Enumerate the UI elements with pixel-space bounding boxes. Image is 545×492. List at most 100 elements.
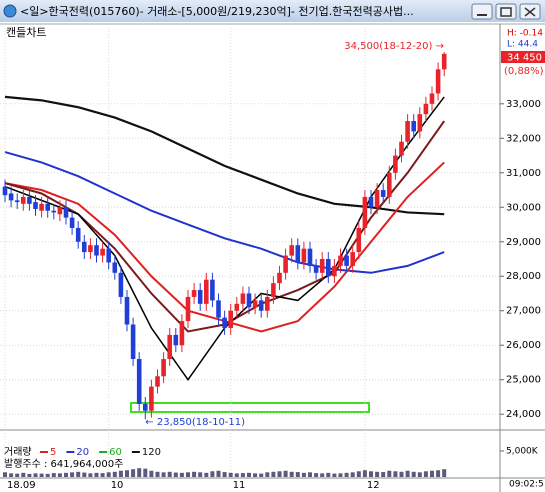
candle-body: [82, 241, 87, 253]
candle-body: [45, 203, 50, 211]
volume-bar: [228, 472, 233, 477]
y-tick-label: 31,000: [506, 168, 541, 179]
volume-bar: [64, 472, 68, 477]
volume-bar: [100, 473, 105, 477]
volume-bar: [106, 472, 111, 477]
volume-bar: [308, 472, 312, 477]
y-tick-label: 27,000: [506, 306, 541, 317]
candle-body: [228, 310, 233, 328]
volume-bar: [247, 472, 251, 477]
volume-bar: [277, 471, 282, 477]
candle-body: [265, 296, 270, 311]
candle-body: [204, 279, 209, 304]
candle-body: [94, 245, 99, 256]
candle-body: [307, 248, 313, 266]
candle-body: [271, 283, 276, 297]
volume-bar: [344, 472, 349, 477]
candle-body: [173, 334, 179, 346]
volume-bar: [88, 473, 93, 477]
candle-body: [51, 210, 57, 213]
candle-body: [2, 186, 8, 196]
candle-body: [197, 290, 203, 304]
volume-bar: [192, 471, 197, 477]
window-title: <일>한국전력(015760)- 거래소-[5,000원/219,230억]- …: [20, 4, 414, 18]
volume-bar: [417, 472, 422, 477]
candle-body: [411, 121, 416, 132]
candle-body: [14, 200, 20, 203]
volume-bar: [45, 473, 50, 477]
title-bar: [0, 0, 545, 22]
y-tick-label: 33,000: [506, 99, 541, 110]
volume-bar: [125, 470, 129, 477]
candle-body: [210, 279, 215, 301]
volume-bar: [240, 473, 245, 477]
annotation: 34,500(18-12-20) →: [344, 41, 444, 52]
candle-body: [295, 245, 301, 263]
volume-bar: [76, 471, 81, 477]
y-tick-label: 24,000: [506, 409, 541, 420]
candle-body: [216, 300, 221, 318]
volume-bar: [143, 468, 148, 477]
legend-label: 20: [76, 447, 89, 458]
volume-note: 발행주수 : 641,964,000주: [4, 458, 123, 470]
volume-bar: [430, 470, 434, 477]
volume-bar: [423, 471, 428, 477]
volume-bar: [234, 473, 239, 477]
candle-body: [57, 207, 63, 215]
candle-body: [112, 262, 118, 273]
y-tick-label: 5,000K: [506, 447, 539, 457]
candle-body: [100, 248, 105, 256]
y-tick-label: 29,000: [506, 237, 541, 248]
legend-label: 120: [142, 447, 161, 458]
candle-body: [234, 303, 240, 311]
info-low: L: 44.4: [507, 40, 538, 50]
candle-body: [179, 321, 185, 346]
candle-body: [167, 334, 172, 360]
volume-bar: [131, 469, 136, 477]
volume-bar: [137, 468, 142, 477]
volume-bar: [51, 473, 56, 477]
candle-body: [344, 255, 349, 266]
x-tick-label: 11: [233, 480, 246, 491]
info-high: H: -0.14: [507, 29, 543, 39]
y-tick-label: 30,000: [506, 202, 541, 213]
volume-bar: [118, 470, 123, 477]
y-tick-label: 28,000: [506, 271, 541, 282]
candle-body: [277, 272, 282, 284]
moving-average-line: [4, 151, 445, 274]
volume-bar: [283, 470, 288, 477]
candle-body: [374, 190, 380, 208]
volume-bar: [161, 472, 166, 477]
candle-body: [27, 196, 32, 204]
candle-body: [155, 376, 160, 387]
candle-body: [106, 248, 111, 263]
volume-bar: [155, 471, 160, 477]
candle-body: [441, 53, 447, 70]
y-tick-label: 26,000: [506, 340, 541, 351]
candle-body: [185, 296, 191, 322]
volume-bar: [39, 473, 44, 477]
candle-body: [222, 317, 227, 328]
candle-body: [63, 207, 69, 218]
candle-body: [417, 114, 423, 132]
candle-body: [326, 259, 331, 277]
volume-bar: [271, 471, 276, 477]
legend-label: 5: [50, 447, 56, 458]
candle-body: [362, 196, 368, 228]
candle-body: [313, 265, 319, 273]
candle-body: [88, 245, 93, 253]
volume-bar: [149, 470, 154, 477]
candle-body: [136, 359, 142, 404]
x-tick-label: 12: [367, 480, 380, 491]
candle-body: [350, 252, 355, 266]
candle-body: [118, 272, 124, 297]
volume-bar: [82, 472, 87, 477]
volume-bar: [198, 472, 203, 477]
button-minimize[interactable]: [471, 3, 493, 20]
chart-title: 캔들차트: [6, 26, 46, 39]
volume-bar: [216, 470, 221, 477]
candle-body: [429, 93, 435, 104]
candle-body: [240, 293, 246, 304]
volume-bar: [405, 470, 410, 477]
